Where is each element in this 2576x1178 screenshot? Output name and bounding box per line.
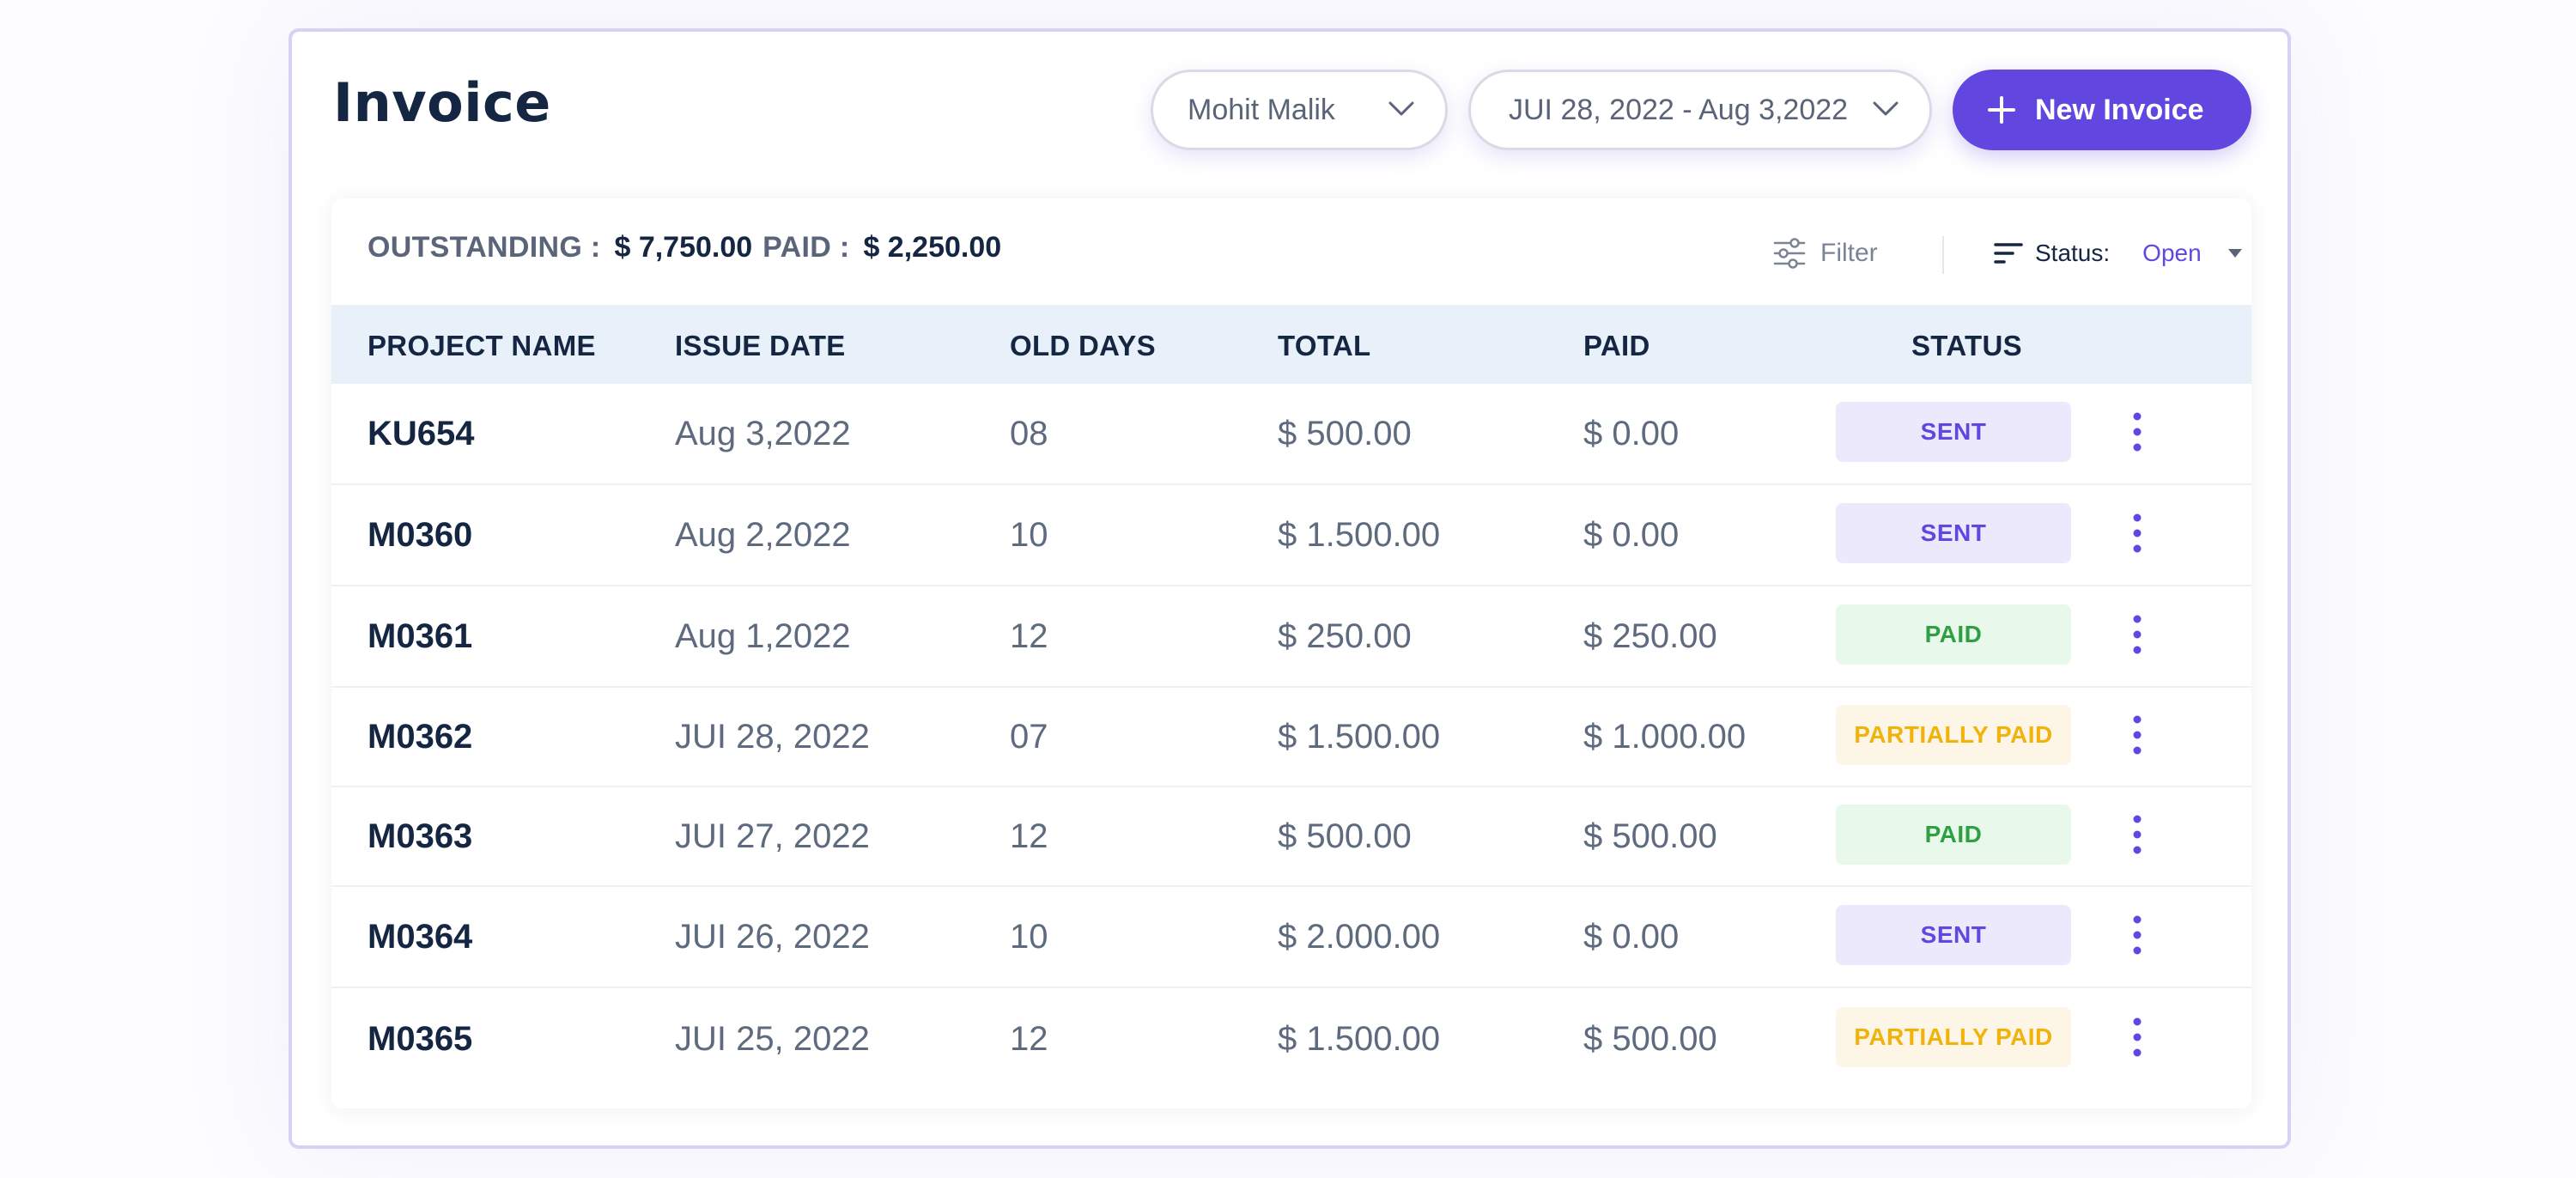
new-invoice-label: New Invoice [2035, 93, 2204, 126]
invoice-card: Invoice Mohit Malik JUI 28, 2022 - Aug 3… [289, 28, 2291, 1149]
project-name-cell[interactable]: M0360 [368, 516, 473, 554]
project-name-cell[interactable]: M0362 [368, 718, 473, 756]
status-badge: PARTIALLY PAID [1836, 1007, 2071, 1067]
column-header-paid[interactable]: PAID [1583, 330, 1650, 361]
more-options-icon[interactable] [2124, 512, 2150, 555]
total-cell: $ 1.500.00 [1278, 516, 1441, 554]
table-row[interactable]: M0365 JUI 25, 2022 12 $ 1.500.00 $ 500.00 PAR… [331, 988, 2251, 1091]
status-filter-select[interactable]: Status: Open [1994, 240, 2243, 267]
total-cell: $ 2.000.00 [1278, 918, 1441, 956]
project-name-cell[interactable]: M0364 [368, 918, 473, 956]
total-cell: $ 500.00 [1278, 415, 1412, 452]
status-badge: SENT [1836, 905, 2071, 965]
status-badge: PARTIALLY PAID [1836, 705, 2071, 765]
total-cell: $ 500.00 [1278, 817, 1412, 855]
issue-date-cell: Aug 3,2022 [675, 415, 851, 452]
more-options-icon[interactable] [2124, 713, 2150, 756]
paid-label: PAID : [762, 231, 850, 264]
more-options-icon[interactable] [2124, 1016, 2150, 1059]
client-select[interactable]: Mohit Malik [1151, 70, 1448, 150]
plus-icon [1988, 96, 2015, 124]
paid-cell: $ 0.00 [1583, 415, 1680, 452]
table-row[interactable]: M0361 Aug 1,2022 12 $ 250.00 $ 250.00 PAID [331, 586, 2251, 688]
paid-cell: $ 0.00 [1583, 918, 1680, 956]
total-cell: $ 1.500.00 [1278, 718, 1441, 756]
paid-value: $ 2,250.00 [863, 231, 1002, 264]
more-options-icon[interactable] [2124, 613, 2150, 656]
old-days-cell: 10 [1010, 918, 1048, 956]
filter-button[interactable]: Filter [1772, 236, 1878, 270]
issue-date-cell: JUI 26, 2022 [675, 918, 870, 956]
total-cell: $ 250.00 [1278, 617, 1412, 655]
status-badge: PAID [1836, 604, 2071, 665]
table-header: PROJECT NAME ISSUE DATE OLD DAYS TOTAL P… [331, 305, 2251, 384]
new-invoice-button[interactable]: New Invoice [1953, 70, 2251, 150]
old-days-cell: 08 [1010, 415, 1048, 452]
table-row[interactable]: M0360 Aug 2,2022 10 $ 1.500.00 $ 0.00 SENT [331, 485, 2251, 586]
table-row[interactable]: M0363 JUI 27, 2022 12 $ 500.00 $ 500.00 PAID [331, 787, 2251, 887]
old-days-cell: 12 [1010, 617, 1048, 655]
column-header-total[interactable]: TOTAL [1278, 330, 1371, 361]
issue-date-cell: JUI 27, 2022 [675, 817, 870, 855]
issue-date-cell: Aug 1,2022 [675, 617, 851, 655]
status-badge: SENT [1836, 503, 2071, 563]
more-options-icon[interactable] [2124, 410, 2150, 453]
issue-date-cell: Aug 2,2022 [675, 516, 851, 554]
filter-label: Filter [1820, 239, 1878, 267]
project-name-cell[interactable]: M0363 [368, 817, 473, 855]
paid-cell: $ 1.000.00 [1583, 718, 1747, 756]
toolbar-divider [1942, 236, 1944, 274]
column-header-old-days[interactable]: OLD DAYS [1010, 330, 1156, 361]
invoice-table-panel: OUTSTANDING : $ 7,750.00 PAID : $ 2,250.… [331, 198, 2251, 1108]
chevron-down-icon [1873, 101, 1899, 116]
status-badge: SENT [1836, 402, 2071, 462]
client-select-value: Mohit Malik [1188, 93, 1335, 126]
column-header-status[interactable]: STATUS [1911, 330, 2022, 361]
more-options-icon[interactable] [2124, 914, 2150, 956]
invoice-summary: OUTSTANDING : $ 7,750.00 PAID : $ 2,250.… [368, 231, 1012, 264]
outstanding-label: OUTSTANDING : [368, 231, 601, 264]
issue-date-cell: JUI 25, 2022 [675, 1020, 870, 1058]
table-row[interactable]: KU654 Aug 3,2022 08 $ 500.00 $ 0.00 SENT [331, 384, 2251, 485]
total-cell: $ 1.500.00 [1278, 1020, 1441, 1058]
project-name-cell[interactable]: M0365 [368, 1020, 473, 1058]
column-header-project-name[interactable]: PROJECT NAME [368, 330, 596, 361]
date-range-select[interactable]: JUI 28, 2022 - Aug 3,2022 [1468, 70, 1932, 150]
sort-lines-icon [1994, 243, 2023, 264]
old-days-cell: 12 [1010, 1020, 1048, 1058]
more-options-icon[interactable] [2124, 813, 2150, 856]
date-range-value: JUI 28, 2022 - Aug 3,2022 [1509, 93, 1849, 126]
paid-cell: $ 500.00 [1583, 817, 1717, 855]
caret-down-icon [2227, 249, 2242, 258]
paid-cell: $ 500.00 [1583, 1020, 1717, 1058]
table-row[interactable]: M0364 JUI 26, 2022 10 $ 2.000.00 $ 0.00 SENT [331, 887, 2251, 988]
status-badge: PAID [1836, 805, 2071, 865]
table-row[interactable]: M0362 JUI 28, 2022 07 $ 1.500.00 $ 1.000.00 P… [331, 688, 2251, 787]
project-name-cell[interactable]: M0361 [368, 617, 473, 655]
old-days-cell: 10 [1010, 516, 1048, 554]
status-filter-label: Status: [2035, 240, 2111, 266]
paid-cell: $ 0.00 [1583, 516, 1680, 554]
issue-date-cell: JUI 28, 2022 [675, 718, 870, 756]
column-header-issue-date[interactable]: ISSUE DATE [675, 330, 846, 361]
old-days-cell: 12 [1010, 817, 1048, 855]
page-title: Invoice [333, 71, 551, 134]
outstanding-value: $ 7,750.00 [614, 231, 753, 264]
old-days-cell: 07 [1010, 718, 1048, 756]
project-name-cell[interactable]: KU654 [368, 415, 475, 452]
paid-cell: $ 250.00 [1583, 617, 1717, 655]
chevron-down-icon [1388, 101, 1414, 116]
filter-sliders-icon [1773, 238, 1806, 269]
status-filter-value: Open [2142, 240, 2202, 266]
